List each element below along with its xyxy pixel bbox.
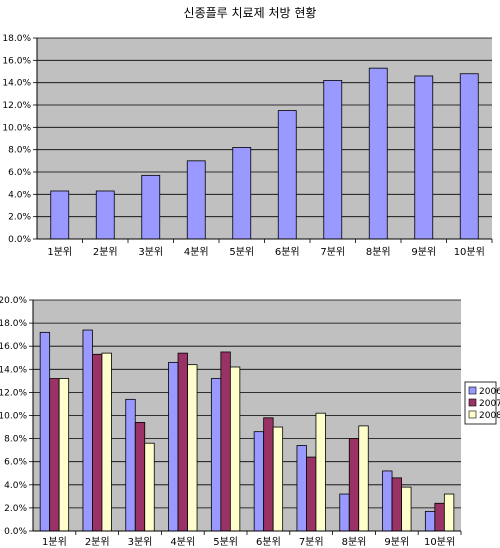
legend-swatch-2007 (468, 398, 477, 407)
bar-2007 (306, 456, 317, 532)
y-tick-label: 0.0% (4, 527, 27, 537)
y-tick-label: 14.0% (2, 79, 31, 89)
x-category-label: 6분위 (256, 535, 281, 548)
bar (459, 73, 479, 240)
bar-2007 (434, 502, 445, 532)
legend-swatch-2008 (468, 410, 477, 419)
y-tick-label: 6.0% (4, 458, 27, 468)
y-tick-label: 4.0% (8, 190, 31, 200)
bar (95, 190, 115, 240)
legend-label-2007: 2007 (479, 399, 500, 409)
x-category-label: 6분위 (275, 245, 300, 258)
bar-2007 (220, 351, 231, 532)
x-category-label: 8분위 (366, 245, 391, 258)
y-tick-label: 2.0% (4, 504, 27, 514)
x-category-label: 9분위 (384, 535, 409, 548)
bar-2006 (125, 398, 136, 532)
x-category-label: 7분위 (299, 535, 324, 548)
bar (414, 75, 434, 240)
bar-2006 (82, 329, 93, 532)
bar-2006 (382, 470, 393, 532)
bar (232, 147, 252, 240)
chart-title: 신종플루 치료제 처방 현황 (183, 6, 317, 20)
x-category-label: 4분위 (170, 535, 195, 548)
x-category-label: 1분위 (42, 535, 67, 548)
bar-2006 (424, 510, 436, 532)
bar-2008 (58, 378, 70, 532)
y-tick-label: 12.0% (0, 388, 27, 398)
y-tick-label: 18.0% (2, 34, 31, 44)
bar-2007 (263, 417, 274, 532)
x-category-label: 2분위 (93, 245, 118, 258)
x-category-label: 7분위 (320, 245, 345, 258)
bar (186, 160, 206, 240)
x-category-label: 1분위 (47, 245, 72, 258)
bar-2008 (315, 412, 326, 532)
legend-label-2006: 2006 (479, 387, 500, 397)
bar-2008 (229, 366, 241, 532)
bar (368, 67, 388, 240)
x-category-label: 9분위 (411, 245, 436, 258)
bar-2007 (134, 422, 146, 532)
y-tick-label: 8.0% (4, 435, 27, 445)
bar (323, 80, 343, 240)
bar-2007 (348, 438, 360, 532)
bar-2006 (210, 378, 222, 532)
x-category-label: 5분위 (213, 535, 238, 548)
y-tick-label: 10.0% (0, 412, 27, 422)
bar-2006 (168, 361, 179, 532)
bar-2006 (296, 445, 307, 532)
x-category-label: 4분위 (184, 245, 209, 258)
y-tick-label: 12.0% (2, 101, 31, 111)
bar (277, 110, 297, 240)
x-category-label: 10분위 (424, 535, 455, 548)
y-tick-label: 6.0% (8, 168, 31, 178)
bar-2007 (391, 477, 402, 532)
bar-2007 (177, 352, 188, 532)
legend-swatch-2006 (468, 386, 477, 395)
y-tick-label: 16.0% (0, 342, 27, 352)
y-tick-label: 2.0% (8, 213, 31, 223)
y-tick-label: 10.0% (2, 123, 31, 133)
x-category-label: 3분위 (128, 535, 153, 548)
y-tick-label: 8.0% (8, 146, 31, 156)
x-category-label: 10분위 (454, 245, 485, 258)
bar-2006 (39, 331, 51, 532)
bar-2008 (144, 442, 155, 532)
quintile-bar-chart: 0.0% 2.0% 4.0% 6.0% 8.0% 10.0% 12.0% 14.0% 16.0%… (2, 34, 493, 258)
yearly-grouped-bar-chart: 0.0% 2.0% 4.0% 6.0% 8.0% 10.0% 12.0% 14.0% 16.0%… (0, 296, 500, 548)
x-category-label: 2분위 (85, 535, 110, 548)
bar-2006 (253, 431, 265, 532)
y-tick-label: 20.0% (0, 296, 27, 306)
x-category-label: 8분위 (342, 535, 367, 548)
y-tick-label: 16.0% (2, 56, 31, 66)
x-category-label: 5분위 (229, 245, 254, 258)
bar-2007 (92, 353, 103, 532)
y-tick-label: 14.0% (0, 365, 27, 375)
bar (50, 190, 70, 240)
y-tick-label: 4.0% (4, 481, 27, 491)
bar-2008 (101, 352, 112, 532)
bar-2008 (443, 493, 455, 532)
bar (141, 174, 161, 240)
y-tick-label: 0.0% (8, 235, 31, 245)
bar-2007 (49, 378, 60, 532)
x-category-label: 3분위 (138, 245, 163, 258)
bar-2006 (339, 493, 350, 532)
y-tick-label: 18.0% (0, 319, 27, 329)
legend-label-2008: 2008 (479, 411, 500, 421)
bar-2008 (272, 426, 284, 532)
bar-2008 (358, 425, 369, 532)
bar-2008 (187, 364, 198, 532)
bar-2008 (401, 486, 412, 532)
